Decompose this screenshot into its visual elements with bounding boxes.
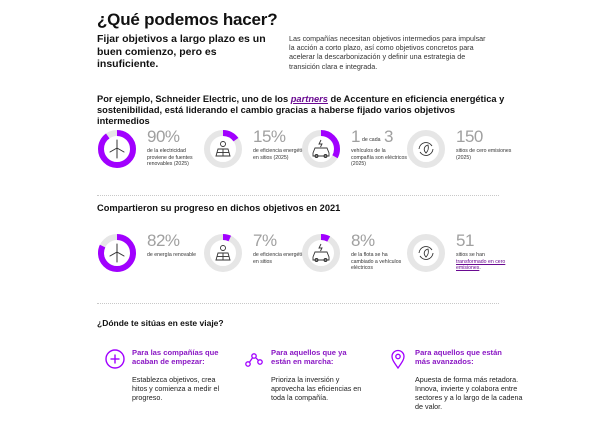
plus-circle-icon [105, 349, 125, 369]
recycle-leaf-icon [418, 246, 434, 260]
lead-statement: Fijar objetivos a largo plazo es un buen… [97, 33, 266, 70]
solar-panel-icon [215, 245, 231, 261]
stat-value: 1 [351, 127, 361, 146]
section3-heading: ¿Dónde te sitúas en este viaje? [97, 318, 224, 328]
stat-text: vehículos de la compañía son eléctricos … [351, 148, 407, 168]
column-body: Prioriza la inversión y aprovecha las ef… [271, 375, 362, 402]
wind-turbine-icon [109, 243, 125, 263]
section-divider [97, 303, 499, 304]
progress-ring [98, 130, 136, 168]
stat-text: de energía renovable [147, 252, 197, 258]
progress-ring [407, 130, 445, 168]
stat-value: 7% [253, 231, 277, 250]
progress-ring [204, 130, 242, 168]
column-title: Para aquellos que ya están en marcha: [271, 348, 347, 367]
zero-emissions-link[interactable]: transformado en cero emisiones [456, 258, 506, 272]
stat-text: de la electricidad proviene de fuentes r… [147, 148, 193, 168]
section1-heading: Por ejemplo, Schneider Electric, uno de … [97, 94, 505, 126]
stat-text: de eficiencia energética en sitios (2025… [253, 148, 308, 161]
section-divider [97, 195, 499, 196]
section2-heading: Compartieron su progreso en dichos objet… [97, 203, 341, 213]
column-body: Apuesta de forma más retadora. Innova, i… [415, 375, 523, 411]
progress-ring [204, 234, 242, 272]
stat-value: 90% [147, 127, 180, 146]
page-title: ¿Qué podemos hacer? [97, 10, 278, 29]
column-title: Para aquellos que están más avanzados: [415, 348, 502, 367]
solar-panel-icon [215, 141, 231, 157]
electric-car-icon [312, 243, 330, 262]
stat-text: de eficiencia energética en sitios [253, 252, 308, 265]
stat-value: 82% [147, 231, 180, 250]
electric-car-icon [312, 139, 330, 158]
stat-value: 8% [351, 231, 375, 250]
recycle-leaf-icon [418, 142, 434, 156]
intro-paragraph: Las compañías necesitan objetivos interm… [289, 34, 486, 71]
location-pin-icon [391, 349, 405, 370]
progress-ring [302, 130, 340, 168]
stat-connector: de cada [362, 137, 381, 143]
stat-text: sitios se han transformado en cero emisi… [456, 252, 506, 272]
column-body: Establezca objetivos, crea hitos y comie… [132, 375, 220, 402]
stat-value: 150 [456, 127, 483, 146]
stat-value: 51 [456, 231, 474, 250]
progress-ring [98, 234, 136, 272]
stat-value: 3 [384, 127, 394, 146]
stat-text: de la flota se ha cambiado a vehículos e… [351, 252, 402, 272]
wind-turbine-icon [109, 139, 125, 159]
progress-ring [302, 234, 340, 272]
partners-link[interactable]: partners [290, 94, 328, 104]
stat-text: sitios de cero emisiones (2025) [456, 148, 512, 161]
connected-nodes-icon [245, 353, 263, 367]
column-title: Para las compañías que acaban de empezar… [132, 348, 219, 367]
progress-ring [407, 234, 445, 272]
stat-value: 15% [253, 127, 286, 146]
